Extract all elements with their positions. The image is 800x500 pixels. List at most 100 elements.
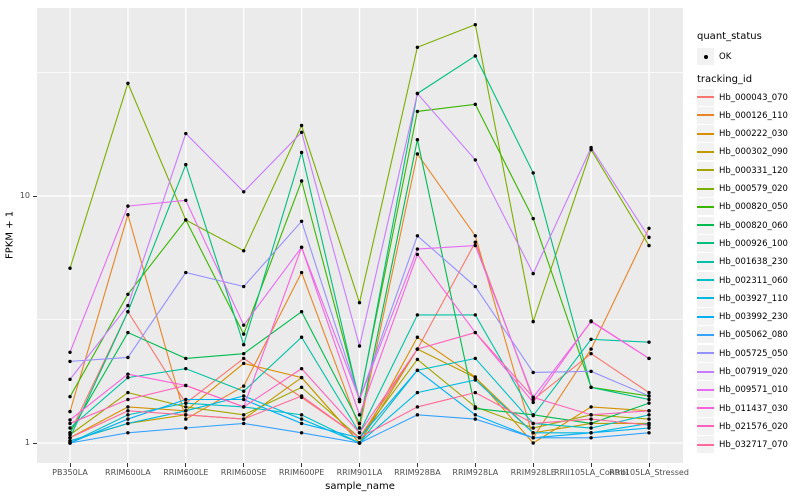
data-point [126,409,130,413]
legend-label-Hb_000579_020: Hb_000579_020 [719,184,788,194]
data-point [68,409,72,414]
data-point [531,171,535,175]
x-tick-label: RRIM928LE [510,468,556,477]
legend-key-Hb_032717_070 [697,436,714,454]
data-point [126,413,130,417]
data-point [647,417,651,421]
data-point [415,413,420,417]
data-point [531,400,535,405]
data-point [299,310,304,314]
y-tick-label: 1 [24,438,30,447]
data-point [299,179,304,183]
legend-label-Hb_005062_080: Hb_005062_080 [719,330,788,341]
legend-key-Hb_009571_010 [697,381,714,399]
legend-key-Hb_000222_030 [697,125,714,143]
data-point [126,417,130,421]
data-point [299,413,304,417]
data-point [531,271,535,276]
data-point [647,397,651,402]
data-point [184,198,188,203]
data-point [299,270,304,275]
data-point [299,150,304,155]
data-point [299,130,304,135]
data-point [415,109,420,114]
data-point [357,413,362,417]
data-point [357,436,362,440]
data-point [242,417,246,421]
data-point [126,204,130,208]
data-point [68,394,72,399]
y-tick-mark [33,195,37,197]
legend-line-icon [697,169,714,172]
data-point [126,397,130,402]
data-point [531,421,535,426]
legend-label-Hb_000926_100: Hb_000926_100 [719,238,788,249]
data-point [184,426,188,430]
legend-label-Hb_000043_070: Hb_000043_070 [719,92,788,103]
data-point [242,284,246,289]
legend-key-Hb_000820_060 [697,216,714,234]
data-point [589,413,593,417]
x-tick-label: RRIM600PE [278,468,325,477]
data-point [647,243,651,248]
data-point [589,421,593,426]
data-point [299,123,304,128]
data-point [242,323,246,327]
x-tick-label: RRIM600LA [105,468,151,477]
data-point [299,417,304,421]
legend-label-Hb_021576_020: Hb_021576_020 [719,421,788,432]
x-tick-label: RRIM928LA [452,468,499,477]
legend-key-quant-status-ok [697,48,714,65]
data-point [589,405,593,409]
legend-key-Hb_000126_110 [697,106,714,124]
data-point [473,390,477,395]
data-point [473,417,477,421]
data-point [647,235,651,240]
legend-key-Hb_000820_050 [697,198,714,216]
data-point [299,421,304,426]
data-point [357,300,362,305]
legend-key-Hb_000331_120 [697,161,714,179]
data-point [473,375,477,380]
x-tick-mark [532,463,534,467]
x-tick-mark [648,463,650,467]
data-point [357,426,362,430]
y-axis-title: FPKM + 1 [4,210,16,260]
data-point [242,332,246,336]
data-point [357,344,362,348]
legend: quant_status OK tracking_id Hb_000043_07… [696,0,800,500]
data-point [357,421,362,426]
data-point [184,401,188,405]
data-point [473,378,477,382]
x-tick-mark [185,463,187,467]
legend-line-icon [697,333,714,336]
legend-line-icon [697,279,714,281]
data-point [589,385,593,390]
data-point [68,359,72,364]
data-point [415,335,420,339]
data-point [415,252,420,257]
legend-line-icon [697,260,714,263]
data-point [357,397,362,402]
legend-label-Hb_003927_110: Hb_003927_110 [719,293,788,304]
x-axis-title: sample_name [325,481,395,492]
legend-line-icon [697,425,714,428]
x-tick-mark [127,463,129,467]
data-point [647,409,651,413]
data-point [647,226,651,230]
data-point [473,284,477,289]
data-point [531,216,535,221]
data-point [184,131,188,136]
legend-key-Hb_000302_090 [697,143,714,161]
legend-label-Hb_000222_030: Hb_000222_030 [719,129,788,140]
legend-label-Hb_003992_230: Hb_003992_230 [719,312,788,323]
data-point [473,413,477,417]
data-point [184,383,188,388]
data-point [68,266,72,270]
legend-title-quant-status: quant_status [697,31,762,42]
data-point [68,441,72,445]
legend-label-Hb_007919_020: Hb_007919_020 [719,367,788,377]
data-point [531,441,535,445]
data-point [473,54,477,58]
